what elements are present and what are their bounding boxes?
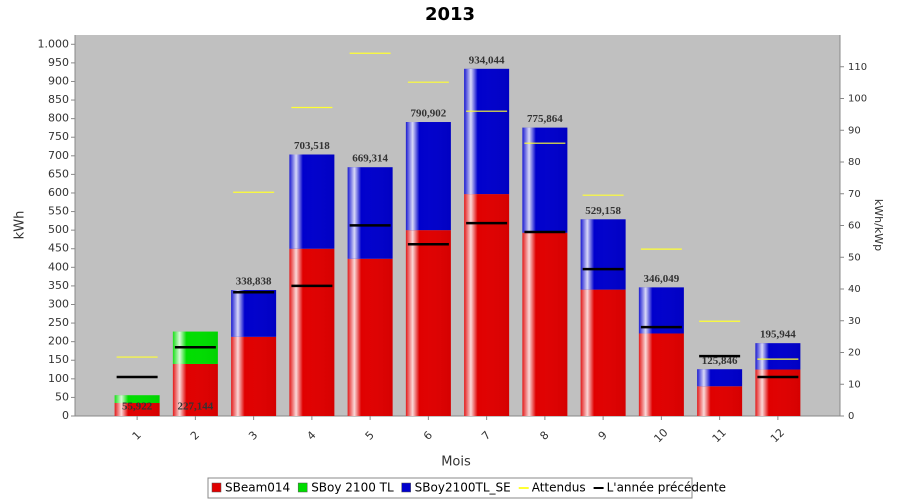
total-label: 669,314 [352,153,388,165]
x-tick-label: 9 [596,429,610,443]
x-tick-label: 2 [188,429,202,443]
bar-shine [580,289,626,416]
x-tick-label: 7 [479,429,493,443]
bar-shine [697,369,743,387]
total-label: 338,838 [236,276,272,288]
y-tick-label: 400 [48,260,69,273]
y2-tick-label: 40 [848,284,861,295]
bar-shine [347,258,393,416]
x-tick-label: 6 [421,429,435,443]
legend-swatch [401,482,411,493]
total-label: 346,049 [644,273,680,285]
bar-shine [638,287,684,334]
x-tick-label: 5 [363,429,377,443]
legend-label: SBoy 2100 TL [311,481,394,495]
x-axis-label: Mois [441,455,471,470]
y-tick-label: 350 [48,279,69,292]
x-tick-label: 12 [768,426,787,445]
bar-shine [755,343,801,370]
y2-tick-label: 0 [848,411,854,422]
legend-label: Attendus [532,481,586,495]
legend-swatch [297,482,308,493]
y-axis-label: kWh [13,211,28,240]
bar-shine [638,333,684,416]
y2-tick-label: 10 [848,379,861,390]
y-tick-label: 300 [48,297,69,310]
bar-shine [231,290,277,337]
y-tick-label: 100 [48,372,69,385]
total-label: 55,922 [122,401,153,413]
total-label: 934,044 [469,54,505,66]
total-label: 125,846 [702,355,738,367]
y2-tick-label: 80 [848,157,861,168]
legend-label: SBoy2100TL_SE [415,481,511,495]
y-tick-label: 150 [48,353,69,366]
y-tick-label: 1.000 [38,37,70,50]
y-tick-label: 450 [48,242,69,255]
y2-tick-label: 110 [848,62,867,73]
x-tick-label: 10 [651,426,670,445]
bar-shine [289,248,335,416]
legend-label: L'année précédente [607,481,726,495]
bar-shine [697,386,743,416]
y2-axis-label: kWh/kWp [872,199,885,251]
y-tick-label: 950 [48,56,69,69]
y-tick-label: 600 [48,186,69,199]
y2-tick-label: 30 [848,316,861,327]
y-tick-label: 50 [55,390,69,403]
y2-tick-label: 90 [848,125,861,136]
chart-title: 2013 [425,4,475,25]
legend [207,477,693,499]
x-tick-label: 1 [130,429,144,443]
bar-shine [114,402,160,416]
total-label: 790,902 [411,108,447,120]
y-tick-label: 800 [48,112,69,125]
bar-shine [347,167,393,259]
total-label: 775,864 [527,113,563,125]
y2-tick-label: 50 [848,252,861,263]
x-tick-label: 11 [710,426,729,445]
bar-shine [289,154,335,249]
y2-tick-label: 60 [848,221,861,232]
bar-shine [522,232,568,416]
y2-tick-label: 70 [848,189,861,200]
legend-swatch [211,482,222,493]
y-tick-label: 850 [48,93,69,106]
bar-shine [114,395,160,403]
y-tick-label: 900 [48,74,69,87]
y2-tick-label: 20 [848,348,861,359]
y-tick-label: 550 [48,205,69,218]
bar-shine [405,230,451,416]
y-tick-label: 250 [48,316,69,329]
bar-shine [405,122,451,231]
y2-tick-label: 100 [848,94,867,105]
x-tick-label: 3 [246,429,260,443]
bar-shine [231,336,277,416]
bar-shine [580,219,626,290]
total-label: 529,158 [585,205,621,217]
y-tick-label: 700 [48,149,69,162]
total-label: 227,144 [178,401,214,413]
total-label: 195,944 [760,329,796,341]
x-tick-label: 8 [537,429,551,443]
y-tick-label: 650 [48,167,69,180]
y-tick-label: 0 [62,409,69,422]
y-tick-label: 200 [48,335,69,348]
bar-shine [522,127,568,233]
x-tick-label: 4 [304,429,318,443]
legend-label: SBeam014 [225,481,290,495]
bar-shine [464,68,510,195]
total-label: 703,518 [294,140,330,152]
y-tick-label: 750 [48,130,69,143]
y-tick-label: 500 [48,223,69,236]
bar-shine [464,194,510,416]
bar-shine [172,363,218,416]
